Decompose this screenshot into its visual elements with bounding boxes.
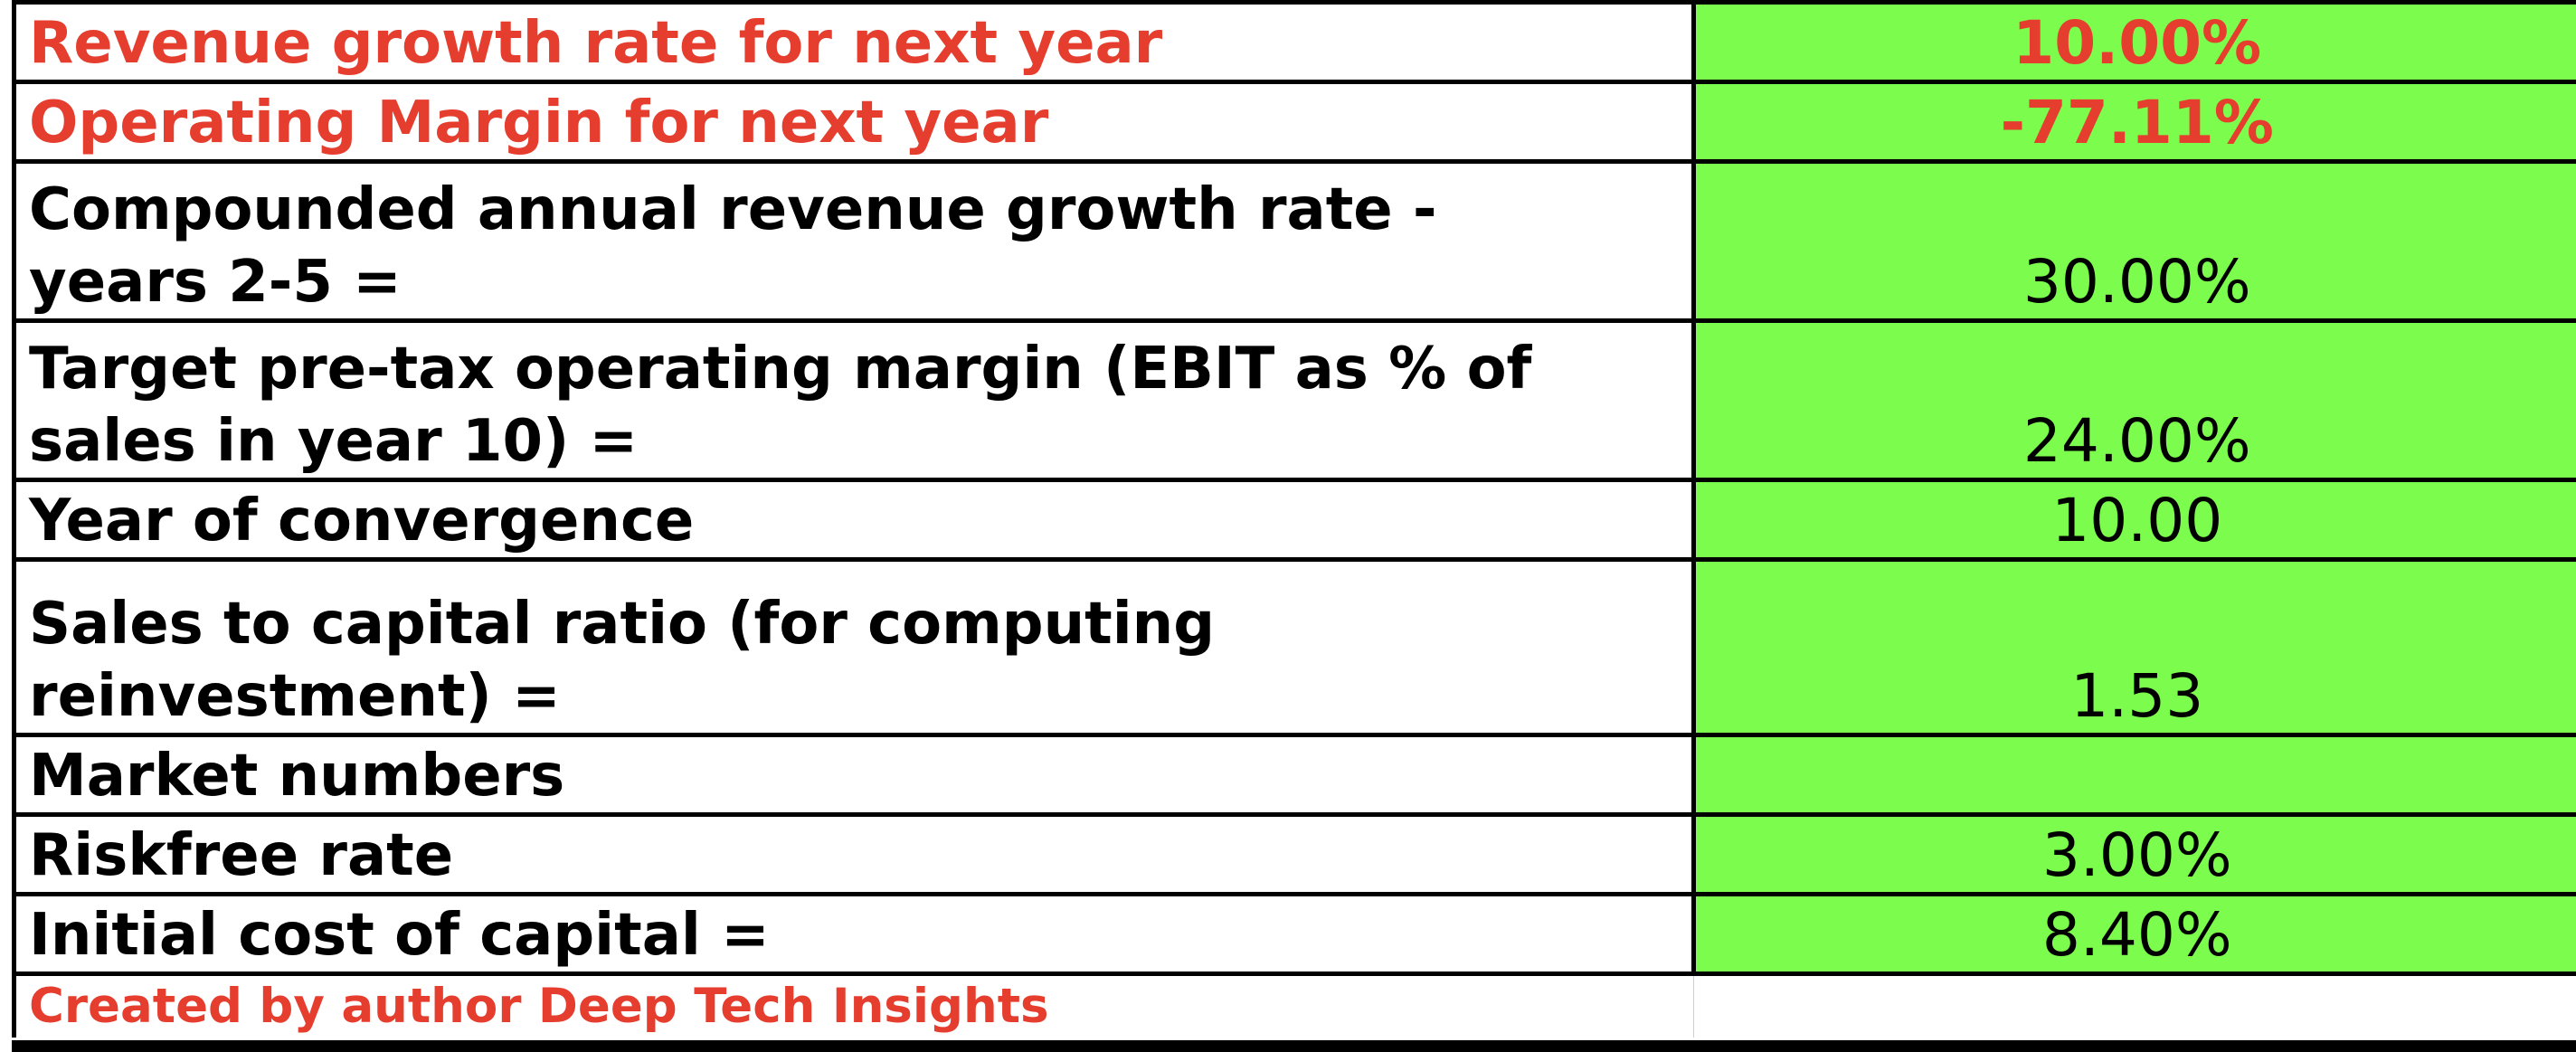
label-cagr-line1: Compounded annual revenue growth rate - (29, 176, 1437, 243)
author-credit: Created by author Deep Tech Insights (12, 971, 1694, 1038)
cell-market-numbers[interactable] (1693, 733, 2576, 815)
label-revenue-growth: Revenue growth rate for next year (12, 0, 1696, 82)
row-riskfree-rate: Riskfree rate 3.00% (12, 812, 2576, 895)
label-riskfree-rate: Riskfree rate (12, 812, 1696, 895)
cell-riskfree-rate[interactable]: 3.00% (1693, 812, 2576, 895)
cell-target-margin[interactable]: 24.00% (1693, 318, 2576, 480)
row-operating-margin: Operating Margin for next year -77.11% (12, 80, 2576, 162)
bottom-border (12, 1040, 2576, 1052)
label-sales-to-capital: Sales to capital ratio (for computing re… (12, 557, 1696, 735)
cell-footer-empty[interactable] (1693, 971, 2576, 1038)
cell-cost-of-capital[interactable]: 8.40% (1693, 892, 2576, 974)
label-sales-to-capital-line1: Sales to capital ratio (for computing (29, 591, 1216, 658)
label-market-numbers: Market numbers (12, 733, 1696, 815)
label-target-margin-line1: Target pre-tax operating margin (EBIT as… (29, 336, 1532, 403)
row-cagr: Compounded annual revenue growth rate - … (12, 159, 2576, 321)
cell-revenue-growth[interactable]: 10.00% (1693, 0, 2576, 82)
row-cost-of-capital: Initial cost of capital = 8.40% (12, 892, 2576, 974)
label-sales-to-capital-line2: reinvestment) = (29, 663, 561, 730)
label-convergence: Year of convergence (12, 478, 1696, 560)
spreadsheet-grid: Revenue growth rate for next year 10.00%… (12, 0, 2576, 1038)
cell-operating-margin[interactable]: -77.11% (1693, 80, 2576, 162)
label-cagr: Compounded annual revenue growth rate - … (12, 159, 1696, 321)
row-market-numbers: Market numbers (12, 733, 2576, 815)
label-target-margin-line2: sales in year 10) = (29, 408, 639, 475)
row-sales-to-capital: Sales to capital ratio (for computing re… (12, 557, 2576, 735)
row-revenue-growth: Revenue growth rate for next year 10.00% (12, 0, 2576, 82)
row-footer: Created by author Deep Tech Insights (12, 971, 2576, 1038)
label-cagr-line2: years 2-5 = (29, 249, 402, 316)
label-cost-of-capital: Initial cost of capital = (12, 892, 1696, 974)
cell-cagr[interactable]: 30.00% (1693, 159, 2576, 321)
cell-convergence[interactable]: 10.00 (1693, 478, 2576, 560)
row-target-margin: Target pre-tax operating margin (EBIT as… (12, 318, 2576, 480)
row-convergence: Year of convergence 10.00 (12, 478, 2576, 560)
label-operating-margin: Operating Margin for next year (12, 80, 1696, 162)
label-target-margin: Target pre-tax operating margin (EBIT as… (12, 318, 1696, 480)
cell-sales-to-capital[interactable]: 1.53 (1693, 557, 2576, 735)
